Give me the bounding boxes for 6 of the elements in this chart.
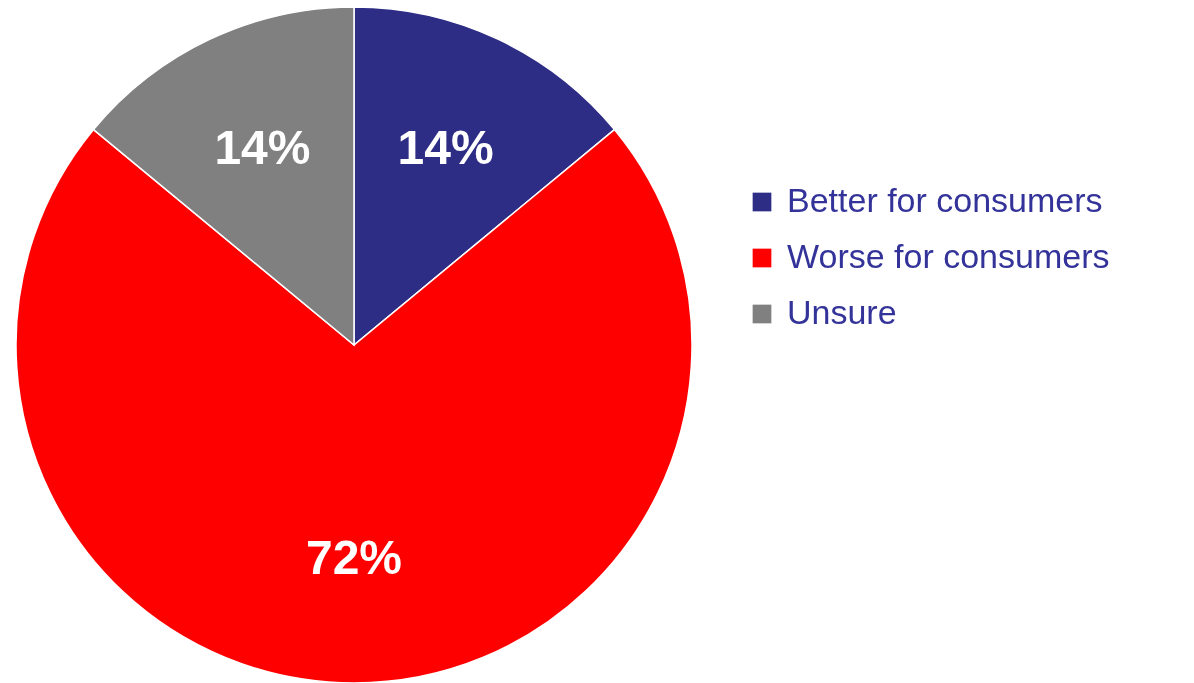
data-label: 14% (214, 121, 311, 175)
data-label: 14% (397, 121, 494, 175)
data-label: 72% (305, 531, 403, 584)
legend-label: Worse for consumers (787, 237, 1110, 275)
legend-label: Better for consumers (787, 181, 1103, 219)
legend-label: Unsure (787, 293, 897, 331)
